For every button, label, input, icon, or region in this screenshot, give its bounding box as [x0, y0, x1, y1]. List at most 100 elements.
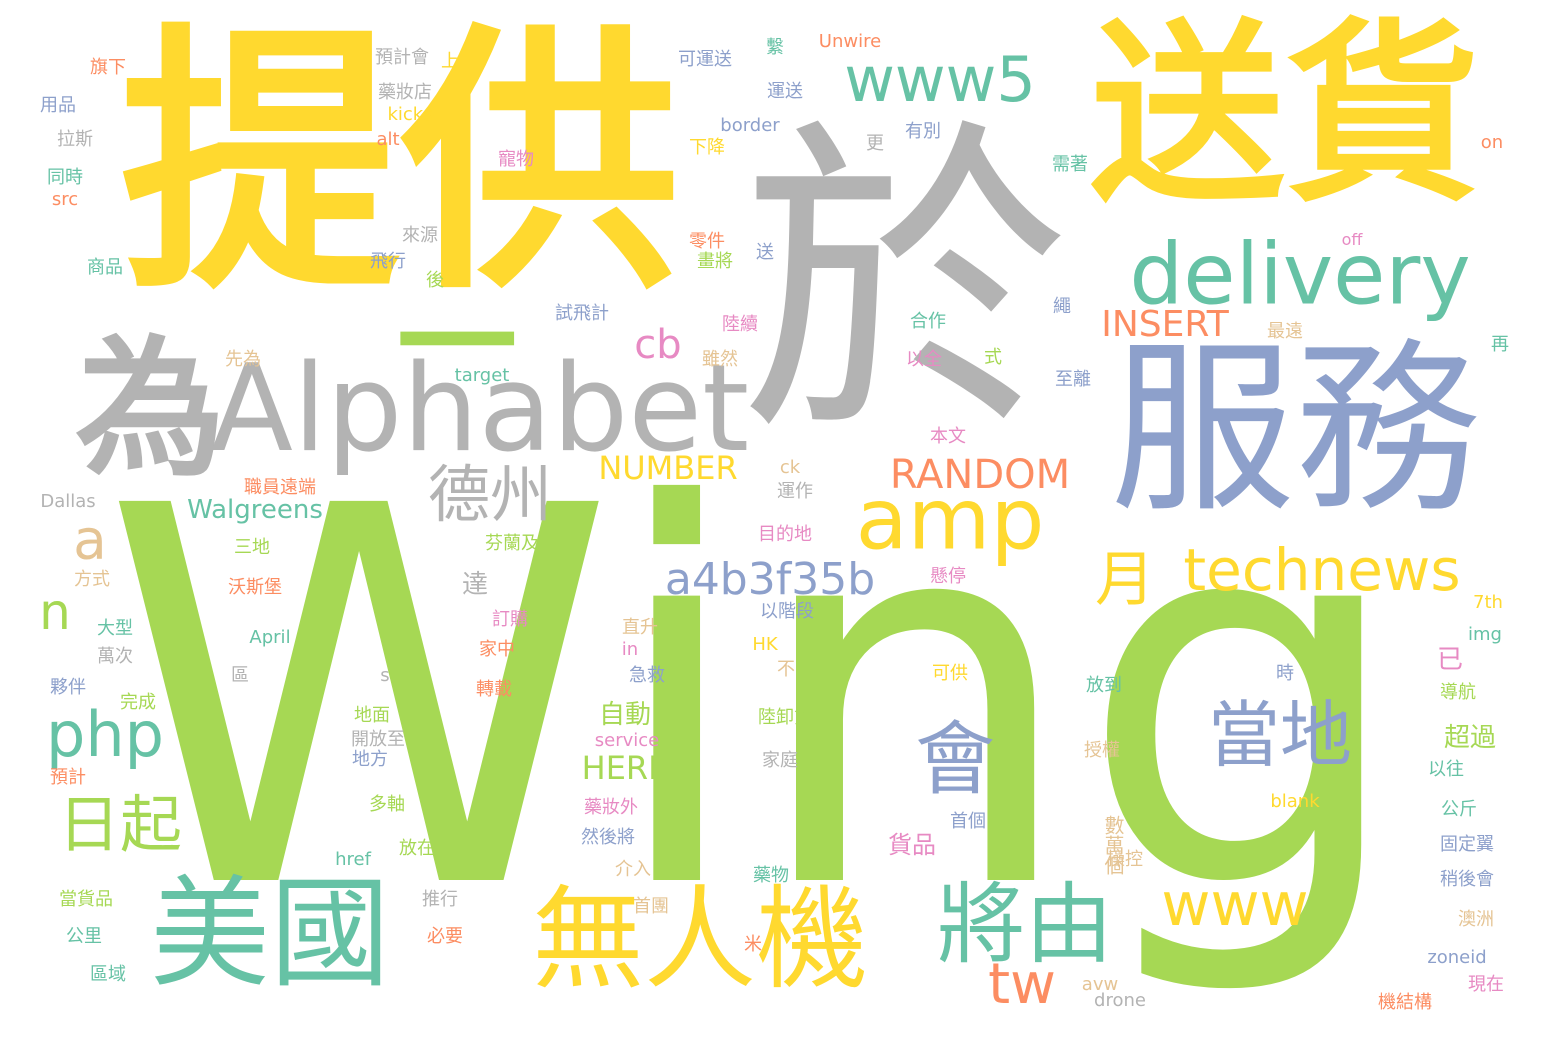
word: 直升: [622, 617, 658, 638]
word: 月: [1095, 545, 1155, 615]
word: HK: [752, 634, 778, 655]
word: 運送: [767, 81, 803, 102]
word: 拉斯: [57, 129, 93, 150]
word: 地面: [354, 705, 390, 726]
word: 會: [915, 713, 995, 806]
word: 無人機: [532, 875, 868, 1005]
word: 為: [74, 323, 226, 497]
word: 操控: [1107, 849, 1143, 870]
word: 將由: [936, 873, 1114, 976]
word: alt: [376, 129, 400, 150]
word: 家庭: [762, 750, 798, 771]
word: 陸續: [722, 314, 758, 335]
word: 首團: [633, 896, 669, 917]
word: target: [454, 365, 510, 386]
word: 用品: [40, 95, 76, 116]
word: php: [45, 698, 165, 771]
word: 商品: [87, 257, 123, 278]
word: border: [720, 115, 780, 136]
word: 畫將: [697, 251, 733, 272]
word: 繩: [1053, 296, 1071, 317]
word: www5: [844, 43, 1036, 116]
word: Alphabet: [210, 340, 750, 479]
word: img: [1468, 624, 1502, 645]
word: 旗下: [90, 57, 126, 78]
word: 數萬個: [1101, 815, 1125, 875]
word: 美國: [150, 865, 390, 1004]
word: 芬蘭及: [485, 533, 539, 554]
word: 最遠: [1267, 321, 1303, 342]
word: ck: [779, 457, 801, 478]
word: 訂購: [492, 609, 528, 630]
word: 三地: [234, 537, 270, 558]
word: 萬次: [97, 646, 133, 667]
word: 完成: [120, 692, 156, 713]
word: 藥妝店: [378, 82, 432, 103]
word: INSERT: [1101, 304, 1229, 345]
word: a: [73, 507, 107, 572]
word: 零件: [689, 231, 725, 252]
word: 繫: [766, 37, 784, 58]
word: 然後將: [581, 827, 635, 848]
word: off: [1341, 230, 1363, 249]
word: 方式: [74, 569, 110, 590]
word: Dallas: [40, 491, 96, 512]
word: 轉載: [476, 679, 512, 700]
word: 下降: [689, 137, 725, 158]
word: 7th: [1473, 592, 1503, 613]
word: 目的地: [758, 524, 812, 545]
word: 現在: [1468, 974, 1504, 995]
word: 有別: [905, 121, 941, 142]
word: service: [594, 730, 660, 751]
word: 以全: [906, 349, 942, 370]
word: cb: [634, 322, 682, 368]
word: 放到: [1086, 675, 1122, 696]
word: 服務: [1110, 321, 1480, 538]
word: blank: [1270, 791, 1320, 812]
word: 藥物: [753, 865, 789, 886]
word: NUMBER: [598, 449, 738, 487]
word: 家中: [479, 639, 515, 660]
word: 可供: [932, 663, 968, 684]
word: 稍後會: [1440, 869, 1494, 890]
word: 以往: [1428, 759, 1464, 780]
word: April: [249, 627, 291, 648]
word: avw: [1081, 974, 1119, 995]
word: 於: [740, 93, 1070, 477]
word: 以階段: [760, 601, 814, 622]
word: 陸卸貨: [758, 707, 812, 728]
word: delivery: [1129, 225, 1471, 325]
word: 同時: [47, 167, 83, 188]
word: 懸停: [930, 566, 966, 587]
word: 先為: [225, 349, 261, 370]
word: 寵物: [498, 149, 534, 170]
word: a4b3f35b: [664, 554, 876, 605]
word: 飛行: [370, 251, 406, 272]
word: 送: [756, 242, 774, 263]
word: 放在: [399, 838, 435, 859]
word: 夥伴: [50, 677, 86, 698]
word: 米: [744, 934, 762, 955]
word: 預計: [50, 767, 86, 788]
word: 日起: [57, 788, 183, 861]
word: 不: [777, 659, 795, 680]
word: Wing: [101, 397, 1409, 1003]
word: href: [335, 849, 371, 870]
word: 送貨: [1090, 1, 1480, 229]
word: 後: [426, 270, 444, 291]
word: 職員遠端: [244, 477, 316, 498]
word: 推行: [422, 889, 458, 910]
word: 合作: [910, 311, 946, 332]
word: 時: [1276, 663, 1294, 684]
word: 藥妝外: [584, 797, 638, 818]
word: 式: [984, 347, 1002, 368]
word: 超過: [1443, 723, 1497, 753]
word: 沃斯堡: [228, 577, 282, 598]
word: 首個: [950, 811, 986, 832]
word: 公斤: [1441, 799, 1477, 820]
word: 預計會: [375, 47, 429, 68]
word: n: [39, 583, 71, 641]
word: www: [1161, 870, 1309, 940]
word: RANDOM: [889, 452, 1071, 498]
